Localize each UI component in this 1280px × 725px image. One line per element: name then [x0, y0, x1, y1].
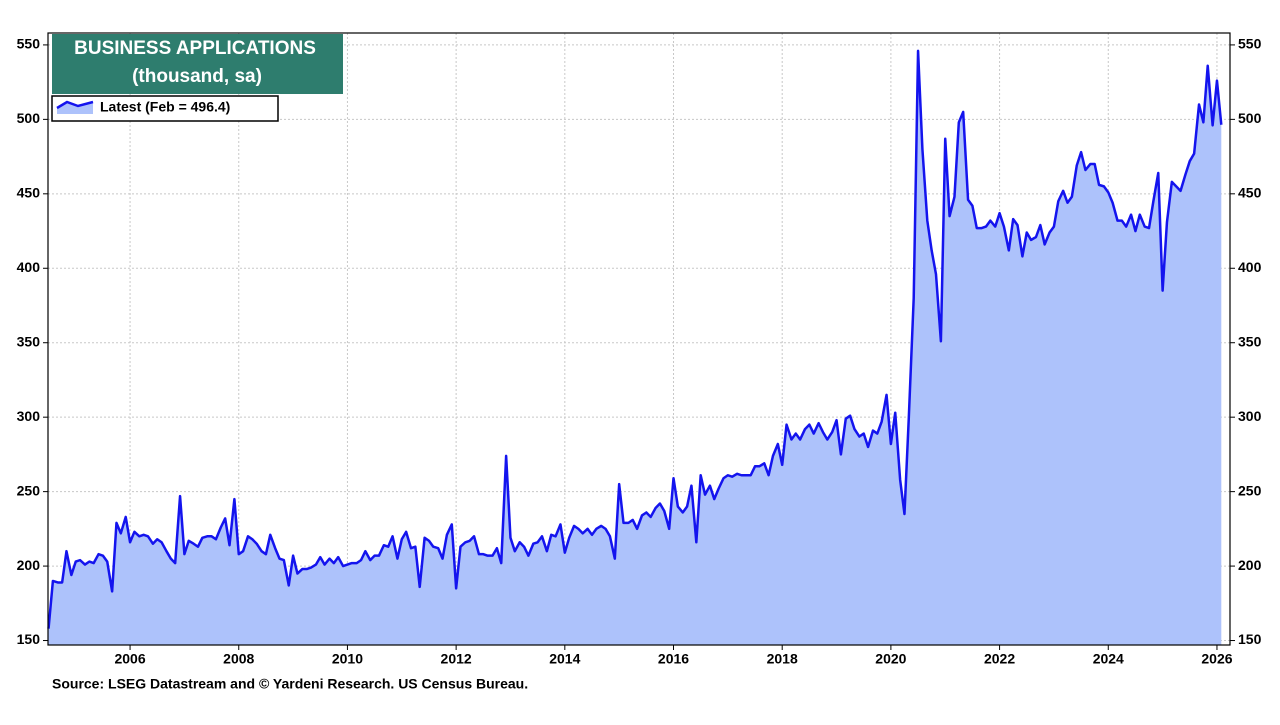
y2-tick-label: 300	[1238, 408, 1262, 424]
plot-area	[47, 49, 1223, 646]
y2-tick-label: 200	[1238, 557, 1262, 573]
y-tick-label: 300	[17, 408, 41, 424]
plot-frame	[47, 32, 1231, 646]
chart-title: BUSINESS APPLICATIONS	[74, 38, 316, 59]
x-tick-label: 2010	[332, 651, 363, 667]
x-tick-label: 2026	[1201, 651, 1232, 667]
y2-tick-label: 450	[1238, 185, 1262, 201]
x-tick-label: 2018	[767, 651, 798, 667]
y-tick-label: 150	[17, 631, 41, 647]
y-tick-label: 450	[17, 185, 41, 201]
series-line	[47, 49, 1223, 629]
x-tick-label: 2024	[1093, 651, 1124, 667]
y2-tick-label: 250	[1238, 482, 1262, 498]
area-fill	[48, 50, 1222, 646]
y2-tick-label: 550	[1238, 36, 1262, 52]
y-tick-label: 400	[17, 259, 41, 275]
y2-tick-label: 500	[1238, 110, 1262, 126]
legend-line	[56, 100, 94, 110]
legend-label: Latest (Feb = 496.4)	[100, 99, 230, 115]
x-tick-label: 2022	[984, 651, 1015, 667]
y2-tick-label: 150	[1238, 631, 1262, 647]
y2-tick-label: 350	[1238, 333, 1262, 349]
y2-tick-label: 400	[1238, 259, 1262, 275]
y-tick-label: 550	[17, 36, 41, 52]
x-tick-label: 2020	[875, 651, 906, 667]
x-tick-label: 2006	[114, 651, 145, 667]
x-tick-label: 2012	[441, 651, 472, 667]
x-tick-label: 2008	[223, 651, 254, 667]
source-note: Source: LSEG Datastream and © Yardeni Re…	[52, 676, 528, 692]
y-tick-label: 250	[17, 482, 41, 498]
title-box	[52, 34, 343, 94]
y-tick-label: 350	[17, 333, 41, 349]
y-tick-label: 200	[17, 557, 41, 573]
x-tick-label: 2014	[549, 651, 580, 667]
y-tick-label: 500	[17, 110, 41, 126]
x-tick-label: 2016	[658, 651, 689, 667]
chart-subtitle: (thousand, sa)	[132, 66, 262, 87]
legend-icon	[56, 100, 94, 114]
